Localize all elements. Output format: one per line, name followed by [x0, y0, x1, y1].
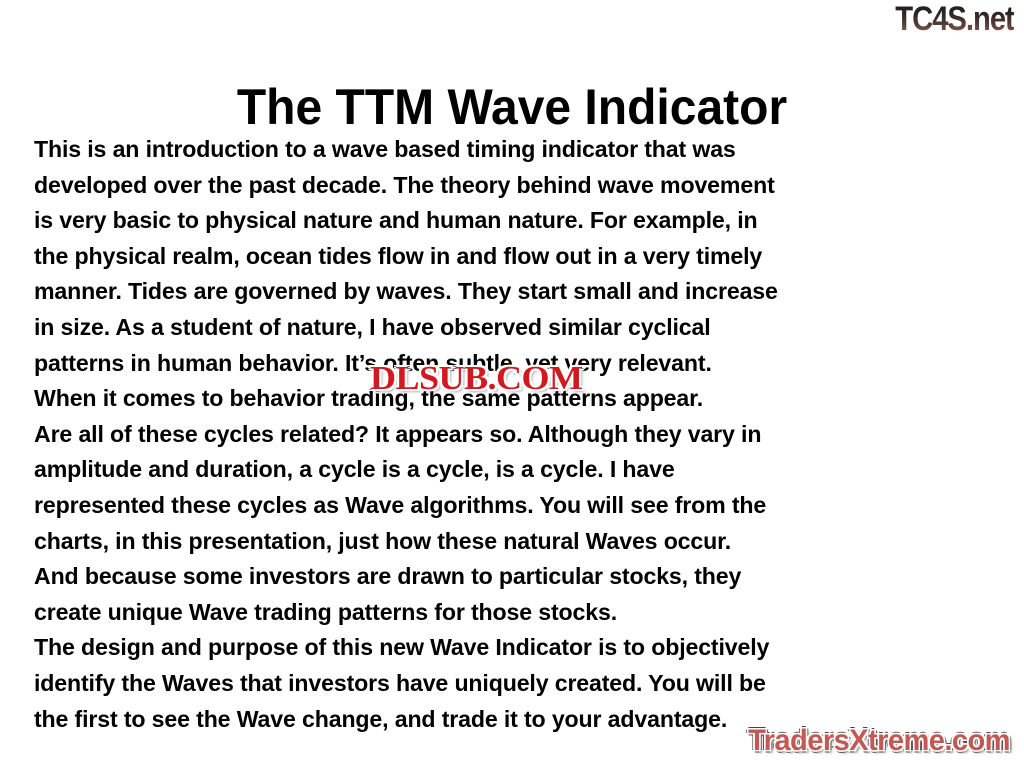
body-text-line: developed over the past decade. The theo…: [34, 171, 775, 198]
body-text-line: is very basic to physical nature and hum…: [34, 207, 758, 234]
body-text-line: the first to see the Wave change, and tr…: [34, 705, 728, 732]
dlsub-watermark: DLSUB.COM: [370, 360, 583, 397]
body-text-line: This is an introduction to a wave based …: [34, 136, 736, 162]
body-text-line: the physical realm, ocean tides flow in …: [34, 242, 763, 269]
body-text-line: create unique Wave trading patterns for …: [34, 598, 617, 625]
body-text-line: Are all of these cycles related? It appe…: [34, 420, 762, 447]
body-text-line: in size. As a student of nature, I have …: [34, 313, 711, 340]
tc4s-brand-logo: TC4S.net: [895, 0, 1016, 38]
body-text-line: patterns in human behavior. It’s often s…: [34, 349, 712, 376]
body-text-line: represented these cycles as Wave algorit…: [34, 491, 767, 518]
body-text-line: And because some investors are drawn to …: [34, 563, 742, 590]
body-text-line: amplitude and duration, a cycle is a cyc…: [34, 456, 675, 483]
page-title: The TTM Wave Indicator: [236, 78, 788, 135]
body-text-line: When it comes to behavior trading, the s…: [34, 385, 704, 412]
tradersxtreme-brand-logo: TradersXtreme.com: [748, 724, 1010, 757]
body-text-line: manner. Tides are governed by waves. The…: [34, 278, 778, 305]
body-text-line: charts, in this presentation, just how t…: [34, 527, 731, 554]
body-text-line: The design and purpose of this new Wave …: [34, 634, 770, 661]
body-text-line: identify the Waves that investors have u…: [34, 669, 766, 696]
body-text-block: This is an introduction to a wave based …: [34, 132, 992, 737]
